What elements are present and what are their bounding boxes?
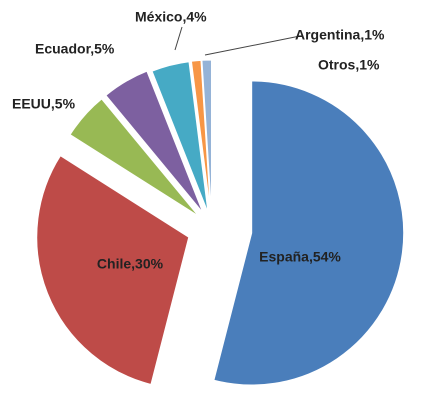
pie-slice <box>151 61 209 213</box>
pie-slice <box>190 59 211 213</box>
pie-slice <box>105 70 204 213</box>
pie-slice <box>36 155 190 386</box>
pie-slice <box>201 59 212 213</box>
data-label: México,4% <box>135 9 207 25</box>
data-label: EEUU,5% <box>12 96 76 112</box>
data-label: Chile,30% <box>97 256 164 272</box>
leader-line <box>204 35 301 56</box>
data-label: Otros,1% <box>318 57 380 73</box>
data-label: Argentina,1% <box>295 27 385 43</box>
data-label: España,54% <box>259 249 341 265</box>
pie-slice <box>69 98 199 217</box>
leader-line <box>174 26 183 51</box>
pie-slice <box>213 80 405 386</box>
data-label: Ecuador,5% <box>35 41 115 57</box>
